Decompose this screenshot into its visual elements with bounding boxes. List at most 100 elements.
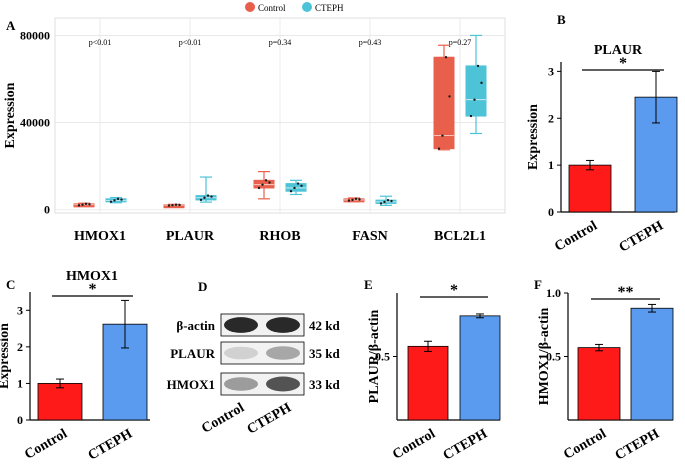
box-control-hmox1 [73,203,95,208]
panel-a-category-label: RHOB [259,229,300,244]
box-control-rhob [253,179,275,189]
blot-size-label: 35 kd [309,346,340,361]
bar-control [577,347,621,421]
box-point [261,183,264,186]
panel-a-category-label: FASN [352,229,388,244]
panel-b-ytick-label: 3 [548,64,554,78]
box-point [206,194,210,197]
panel-e-ylabel: PLAUR/β-actin [367,309,382,403]
bar-control [407,345,449,421]
box-point [296,182,300,185]
bar-cteph [459,315,501,421]
box-control-plaur [163,204,185,209]
significance-marker: * [450,282,458,299]
box-point [383,200,386,204]
box-point [354,197,358,201]
box-point [480,81,483,85]
box-point [84,202,88,206]
panel-b-ylabel: Expression [526,104,541,170]
box-point [390,199,393,203]
panel-e-category-label: Control [390,426,438,462]
bar-control [568,164,612,213]
box-point [268,181,271,184]
panel-e-ytick-label: 0.5 [375,350,390,364]
blot-lane-label: Control [199,400,247,436]
panel-a-pvalue: p=0.34 [269,38,292,47]
box-point [88,203,91,206]
panel-f-ylabel: HMOX1/β-actin [537,308,552,406]
panel-f-category-label: CTEPH [613,426,662,463]
panel-c-ytick-label: 2 [17,340,23,354]
box-point [293,186,296,190]
box-point [257,186,261,190]
box-point [178,203,181,207]
box-point [116,197,120,201]
panel-f-category-label: Control [561,426,609,462]
box-point [203,196,206,199]
panel-a-category-label: PLAUR [166,229,215,244]
panel-b-ytick-label: 0 [548,205,554,219]
box-cteph-rhob [285,183,307,192]
blot-band [224,346,258,360]
box-point [473,98,476,101]
bar-control [37,383,83,421]
box-point [174,203,178,206]
box-point [386,198,390,202]
panel-f-ytick-label: 0.5 [546,350,561,364]
panel-a-pvalue: p=0.27 [449,38,472,47]
blot-band [224,317,258,333]
blot-band [266,346,300,360]
box-point [120,198,123,201]
blot-lane-label: CTEPH [245,400,294,437]
blot-size-label: 42 kd [309,318,340,333]
box-cteph-bcl2l1 [465,65,487,117]
panel-letter-e: E [364,277,373,292]
significance-marker: ** [618,284,634,301]
box-control-bcl2l1 [433,56,455,150]
blot-protein-label: PLAUR [170,346,215,361]
box-point [437,147,441,150]
blot-size-label: 33 kd [309,377,340,392]
box-point [171,203,174,207]
panel-a-pvalue: p=0.43 [359,38,382,47]
box-point [113,199,116,202]
legend-label-control: Control [258,3,286,13]
panel-c-ytick-label: 3 [17,303,23,317]
box-point [347,199,351,202]
panel-letter-a: A [6,18,16,33]
panel-a-category-label: BCL2L1 [434,229,486,244]
panel-c-ylabel: Expression [0,323,12,389]
blot-protein-label: HMOX1 [167,377,215,392]
blot-protein-label: β-actin [176,318,215,333]
box-point [476,64,480,68]
box-point [441,134,444,137]
panel-b-category-label: CTEPH [617,218,666,255]
panel-b-ytick-label: 2 [548,111,554,125]
panel-c-ytick-label: 0 [17,413,23,427]
bar-cteph [630,307,674,421]
box-point [167,204,171,207]
legend-label-cteph: CTEPH [315,3,344,13]
panel-letter-c: C [6,277,15,292]
panel-b-ytick-label: 1 [548,158,554,172]
box-point [469,114,473,118]
blot-band [224,377,258,391]
panel-a-ylabel: Expression [3,82,18,148]
box-point [199,198,203,202]
panel-c-ytick-label: 1 [17,376,23,390]
panel-a-pvalue: p<0.01 [89,38,112,47]
significance-marker: * [89,281,97,298]
panel-letter-d: D [198,279,207,294]
box-point [210,195,213,198]
panel-a-category-label: HMOX1 [74,229,126,244]
box-point [81,203,84,206]
box-point [300,184,303,187]
box-point [379,202,383,205]
panel-b-category-label: Control [552,218,600,254]
box-point [109,200,113,203]
panel-c-category-label: Control [22,426,70,462]
box-control-fasn [343,198,365,203]
box-point [444,56,448,59]
panel-e-category-label: CTEPH [441,426,490,463]
